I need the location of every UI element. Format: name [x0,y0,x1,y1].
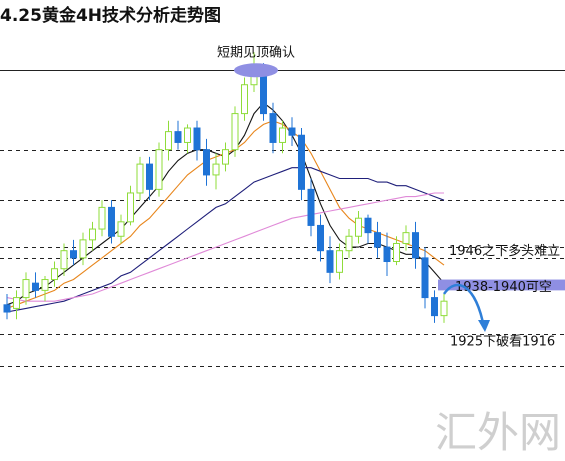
candle-up [127,192,134,223]
candle-down [32,282,39,291]
candle-up [345,235,353,252]
anno-bear-weak: 1946之下多头难立 [449,243,560,259]
candle-up [41,279,49,291]
ma-line-slow [6,167,445,313]
candle-up [393,242,400,263]
candle-down [412,232,419,259]
candle-down [298,134,305,190]
candle-up [184,127,191,143]
candle-up [13,297,20,309]
forecast-arrow [442,283,486,329]
candle-up [79,239,87,259]
candle-up [117,221,125,237]
short-zone-band [438,279,565,291]
candles [3,52,448,323]
candle-up [336,250,343,273]
candle-down [203,149,210,176]
overlays: 短期见顶确认 1946之下多头难立 1938-1940可空 1925下破看1916 [217,45,565,350]
candle-down [326,250,334,273]
top-highlight-ellipse [234,63,278,78]
candle-up [402,232,410,244]
level-lines [0,70,565,367]
candle-up [241,84,248,115]
candle-up [222,149,229,165]
candle-up [440,300,448,317]
candle-up [231,113,239,151]
candle-down [3,304,11,313]
anno-break-target: 1925下破看1916 [450,334,555,350]
candle-up [22,279,30,299]
chart-title: 4.25黄金4H技术分析走势图 [0,6,221,26]
candle-up [98,206,106,230]
candle-down [383,246,391,263]
candle-up [212,163,220,176]
candle-down [421,257,429,299]
candle-up [60,250,68,270]
candle-down [288,127,296,136]
candle-up [51,268,58,281]
candle-down [431,297,438,317]
candle-up [155,149,163,190]
candle-down [193,127,201,151]
candle-down [70,250,77,259]
candle-up [89,228,96,241]
forecast-arrow-head [478,319,490,332]
candle-up [165,131,172,151]
ma-line-pink [6,192,444,302]
candle-down [364,217,372,234]
anno-top-confirm: 短期见顶确认 [217,45,295,60]
candle-up [355,217,362,237]
candle-down [307,188,315,226]
candle-down [108,206,115,237]
candle-down [374,232,381,248]
candle-down [269,113,277,143]
watermark: 汇外网 [435,408,561,457]
moving-averages [6,102,445,313]
anno-short-zone: 1938-1940可空 [455,280,552,295]
candle-down [174,131,182,143]
candle-up [279,127,286,143]
candle-down [146,163,153,190]
candle-up [136,163,144,194]
candle-down [317,224,324,252]
